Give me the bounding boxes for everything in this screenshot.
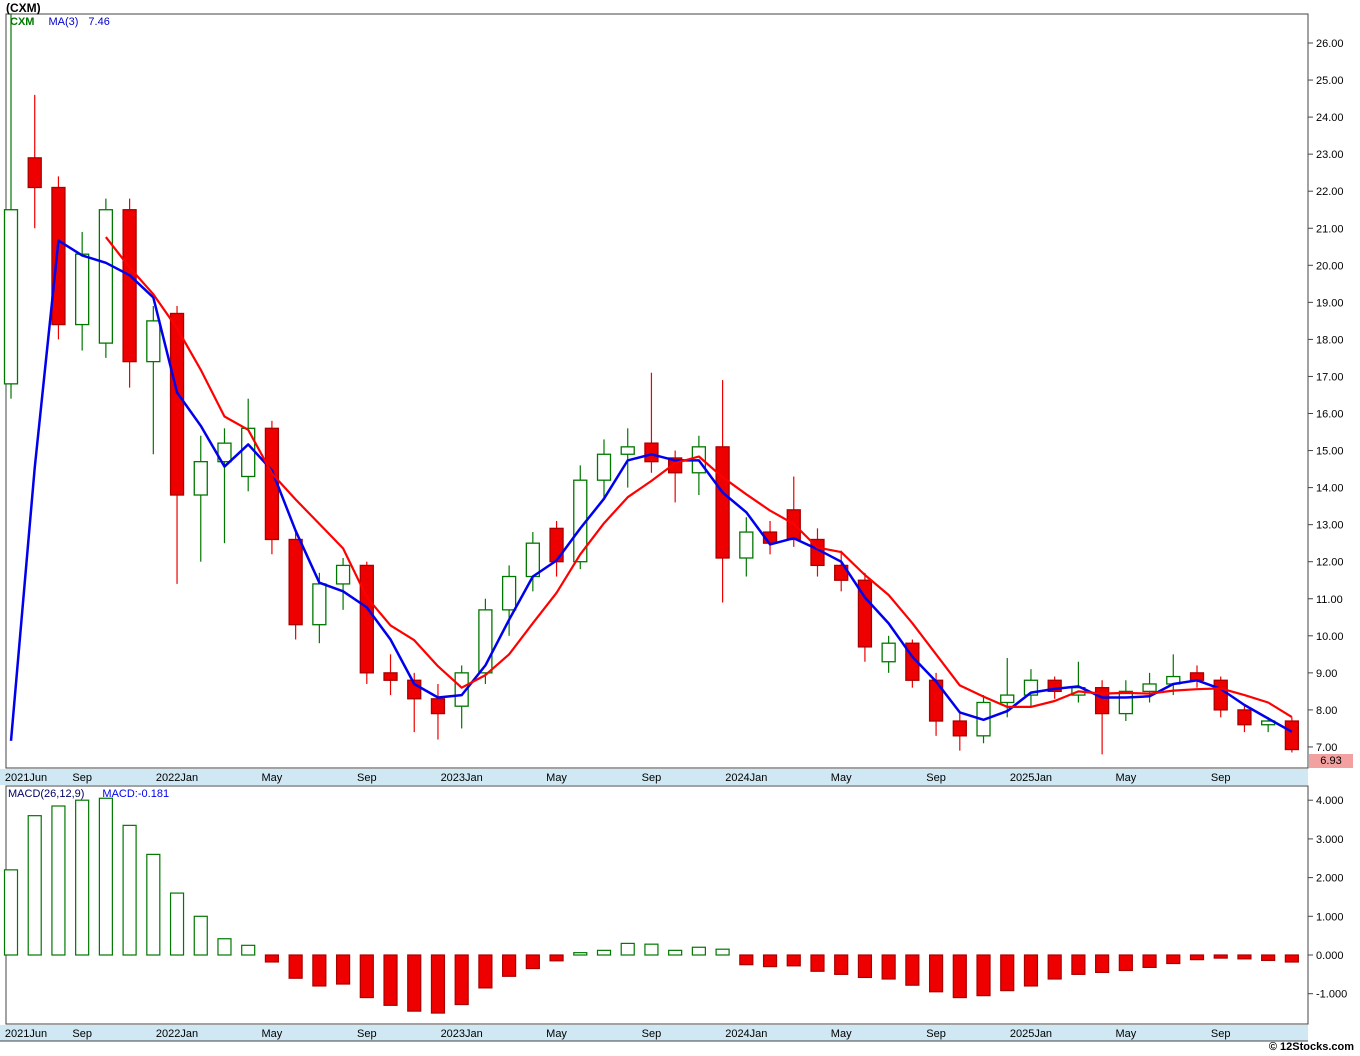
last-price-tag: 6.93 (1309, 754, 1353, 768)
x-axis-label: 2022Jan (156, 1028, 198, 1040)
price-axis-label: 20.00 (1316, 260, 1344, 272)
x-axis-label: 2023Jan (441, 1028, 483, 1040)
x-axis-label: May (262, 772, 283, 784)
price-axis-label: 8.00 (1316, 705, 1337, 717)
price-axis-label: 14.00 (1316, 483, 1344, 495)
chart-title: (CXM) (6, 1, 41, 15)
price-chart-legend: CXM MA(3) 7.46 (10, 16, 110, 28)
ma-value: 7.46 (88, 16, 110, 28)
price-axis-label: 11.00 (1316, 594, 1343, 606)
ma-line-MA5-red (105, 236, 1293, 719)
price-axis-label: 26.00 (1316, 38, 1344, 50)
macd-axis-label: -1.000 (1316, 989, 1347, 1001)
x-axis-label: May (831, 1028, 852, 1040)
x-axis-label: May (1115, 1028, 1136, 1040)
x-axis-label: Sep (72, 1028, 92, 1040)
macd-label: MACD(26,12,9) (8, 788, 85, 800)
x-axis-label: May (262, 1028, 283, 1040)
axis-labels: 26.00 25.00 24.00 23.00 22.00 21.00 20.00 19.00… (5, 38, 1347, 1040)
x-axis-label: Sep (1211, 772, 1231, 784)
x-axis-label: Sep (926, 1028, 946, 1040)
price-axis-label: 18.00 (1316, 334, 1344, 346)
x-axis-label: May (546, 772, 567, 784)
x-axis-label: Sep (926, 772, 946, 784)
ma-label: MA(3) (48, 16, 79, 28)
x-axis-label: Sep (642, 1028, 662, 1040)
x-axis-label: Sep (72, 772, 92, 784)
price-axis-label: 7.00 (1316, 742, 1337, 754)
x-axis-label: Sep (642, 772, 662, 784)
x-axis-label: May (546, 1028, 567, 1040)
macd-axis-label: 4.000 (1316, 795, 1344, 807)
price-axis-label: 21.00 (1316, 223, 1344, 235)
price-axis-label: 10.00 (1316, 631, 1344, 643)
price-axis-label: 24.00 (1316, 112, 1344, 124)
price-axis-label: 23.00 (1316, 149, 1344, 161)
chart-frame (0, 13, 1309, 1042)
macd-axis-label: 2.000 (1316, 873, 1344, 885)
price-axis-label: 13.00 (1316, 520, 1344, 532)
x-axis-label: 2023Jan (441, 772, 483, 784)
moving-average-lines (9, 236, 1293, 741)
macd-value: MACD:-0.181 (102, 788, 170, 800)
x-axis-label: Sep (1211, 1028, 1231, 1040)
price-axis-label: 17.00 (1316, 371, 1344, 383)
x-axis-label: May (1115, 772, 1136, 784)
price-axis-label: 19.00 (1316, 297, 1344, 309)
candlesticks (3, 13, 1300, 755)
macd-legend: MACD(26,12,9) MACD:-0.181 (8, 788, 169, 800)
x-axis-label: 2024Jan (725, 1028, 767, 1040)
macd-axis-label: 1.000 (1316, 911, 1344, 923)
macd-axis-label: 3.000 (1316, 834, 1344, 846)
copyright: © 12Stocks.com (1268, 1041, 1354, 1053)
x-axis-label: 2021Jun (5, 772, 47, 784)
ma-line-MA3-blue (9, 239, 1293, 741)
price-axis-label: 25.00 (1316, 75, 1344, 87)
price-axis-label: 12.00 (1316, 557, 1344, 569)
x-axis-label: 2022Jan (156, 772, 198, 784)
x-axis-label: Sep (357, 1028, 377, 1040)
x-axis-label: 2021Jun (5, 1028, 47, 1040)
x-axis-label: Sep (357, 772, 377, 784)
macd-axis-label: 0.000 (1316, 950, 1344, 962)
x-axis-label: May (831, 772, 852, 784)
x-axis-label: 2024Jan (725, 772, 767, 784)
macd-histogram (3, 797, 1299, 1014)
price-axis-label: 9.00 (1316, 668, 1337, 680)
price-axis-label: 16.00 (1316, 409, 1344, 421)
x-axis-label: 2025Jan (1010, 772, 1052, 784)
symbol-label: CXM (10, 16, 35, 28)
price-axis-label: 15.00 (1316, 446, 1344, 458)
x-axis-label: 2025Jan (1010, 1028, 1052, 1040)
price-axis-label: 22.00 (1316, 186, 1344, 198)
